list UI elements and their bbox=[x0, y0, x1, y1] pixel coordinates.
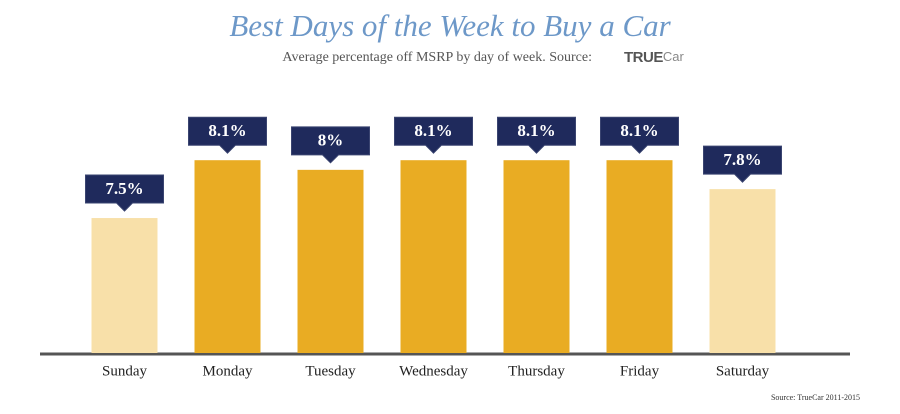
label-callout bbox=[394, 116, 473, 154]
bar bbox=[194, 160, 261, 353]
value-label: 7.5% bbox=[105, 179, 143, 198]
bar bbox=[503, 160, 570, 353]
x-tick-label: Sunday bbox=[102, 363, 148, 379]
bar bbox=[709, 189, 776, 353]
value-label: 8.1% bbox=[414, 121, 452, 140]
source-note: Source: TrueCar 2011-2015 bbox=[771, 393, 860, 402]
value-label: 7.8% bbox=[723, 150, 761, 169]
x-tick-label: Saturday bbox=[716, 363, 770, 379]
logo-light: Car bbox=[663, 49, 685, 64]
label-callout bbox=[497, 116, 576, 154]
x-tick-label: Tuesday bbox=[305, 363, 356, 379]
logo-strong: TRUE bbox=[624, 49, 663, 66]
x-tick-label: Thursday bbox=[508, 363, 565, 379]
label-callout bbox=[188, 116, 267, 154]
source-logo: TRUECar bbox=[624, 49, 684, 66]
label-callout bbox=[703, 145, 782, 183]
value-label: 8.1% bbox=[208, 121, 246, 140]
label-callout bbox=[291, 126, 370, 164]
x-tick-label: Monday bbox=[203, 363, 253, 379]
x-tick-label: Wednesday bbox=[399, 363, 468, 379]
chart-title: Best Days of the Week to Buy a Car bbox=[229, 8, 671, 43]
value-label: 8% bbox=[318, 131, 344, 150]
chart-subtitle: Average percentage off MSRP by day of we… bbox=[282, 50, 592, 65]
value-label: 8.1% bbox=[517, 121, 555, 140]
x-tick-label: Friday bbox=[620, 363, 660, 379]
label-callout bbox=[600, 116, 679, 154]
bar bbox=[297, 169, 364, 353]
bar bbox=[91, 218, 158, 353]
value-label: 8.1% bbox=[620, 121, 658, 140]
bar bbox=[606, 160, 673, 353]
label-callout bbox=[85, 174, 164, 212]
bar bbox=[400, 160, 467, 353]
